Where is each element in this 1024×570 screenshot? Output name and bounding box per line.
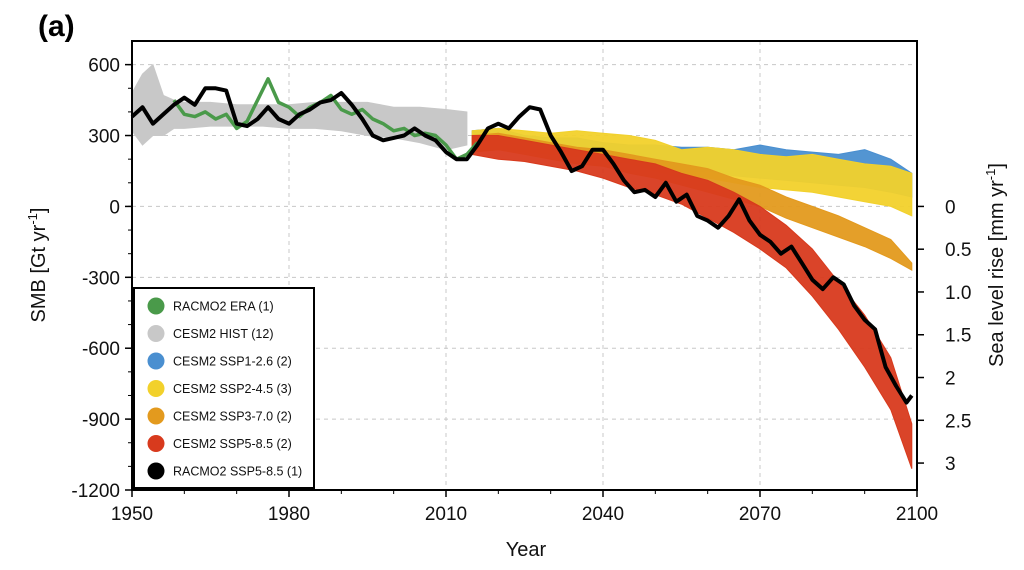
legend: RACMO2 ERA (1) CESM2 HIST (12) CESM2 SSP1-…	[133, 287, 315, 489]
legend-marker	[147, 435, 165, 452]
y-axis-title: SMB [Gt yr-1]	[25, 208, 50, 323]
legend-marker	[147, 462, 165, 480]
x-tick-label: 2070	[739, 504, 781, 525]
y-tick-label: 600	[88, 56, 120, 77]
y2-tick-label: 2.5	[945, 411, 971, 432]
x-tick-label: 2010	[425, 504, 467, 525]
legend-label: RACMO2 ERA (1)	[173, 300, 274, 314]
y2-tick-label: 0.5	[945, 240, 971, 261]
legend-label: CESM2 SSP3-7.0 (2)	[173, 410, 292, 424]
legend-label: CESM2 SSP5-8.5 (2)	[173, 437, 292, 451]
y2-tick-label: 2	[945, 369, 956, 390]
y-tick-label: -600	[82, 339, 120, 360]
x-tick-label: 2100	[896, 504, 938, 525]
y-tick-label: 300	[88, 127, 120, 148]
band-cesm2-hist-12	[131, 63, 468, 151]
legend-marker	[147, 407, 165, 425]
y-tick-label: 0	[109, 197, 120, 218]
x-axis-title: Year	[506, 539, 547, 561]
axes: 1950 1980 2010 2040 2070 2100 600 300 0 -300 -600 -…	[71, 56, 971, 525]
legend-marker	[147, 297, 165, 315]
legend-label: CESM2 SSP2-4.5 (3)	[173, 382, 292, 396]
legend-label: CESM2 HIST (12)	[173, 327, 274, 341]
line-racmo2-ssp5-8-5-1	[130, 86, 914, 405]
y2-tick-label: 0	[945, 197, 956, 218]
y2-axis-title: Sea level rise [mm yr-1]	[983, 163, 1008, 367]
legend-marker	[147, 380, 165, 397]
x-tick-label: 2040	[582, 504, 624, 525]
line-racmo2-era-1	[172, 77, 479, 161]
x-tick-label: 1980	[268, 504, 310, 525]
x-tick-label: 1950	[111, 504, 153, 525]
y-tick-label: -1200	[71, 481, 120, 502]
panel-label: (a)	[38, 10, 75, 43]
legend-marker	[147, 352, 165, 370]
plot-frame	[131, 40, 918, 491]
y-tick-label: -900	[82, 410, 120, 431]
legend-label: RACMO2 SSP5-8.5 (1)	[173, 465, 302, 479]
y2-tick-label: 1.5	[945, 326, 971, 347]
series-lines	[130, 77, 914, 405]
y2-tick-label: 3	[945, 454, 956, 475]
legend-label: CESM2 SSP1-2.6 (2)	[173, 355, 292, 369]
y-tick-label: -300	[82, 268, 120, 289]
legend-marker	[147, 325, 165, 342]
y2-tick-label: 1.0	[945, 283, 971, 304]
